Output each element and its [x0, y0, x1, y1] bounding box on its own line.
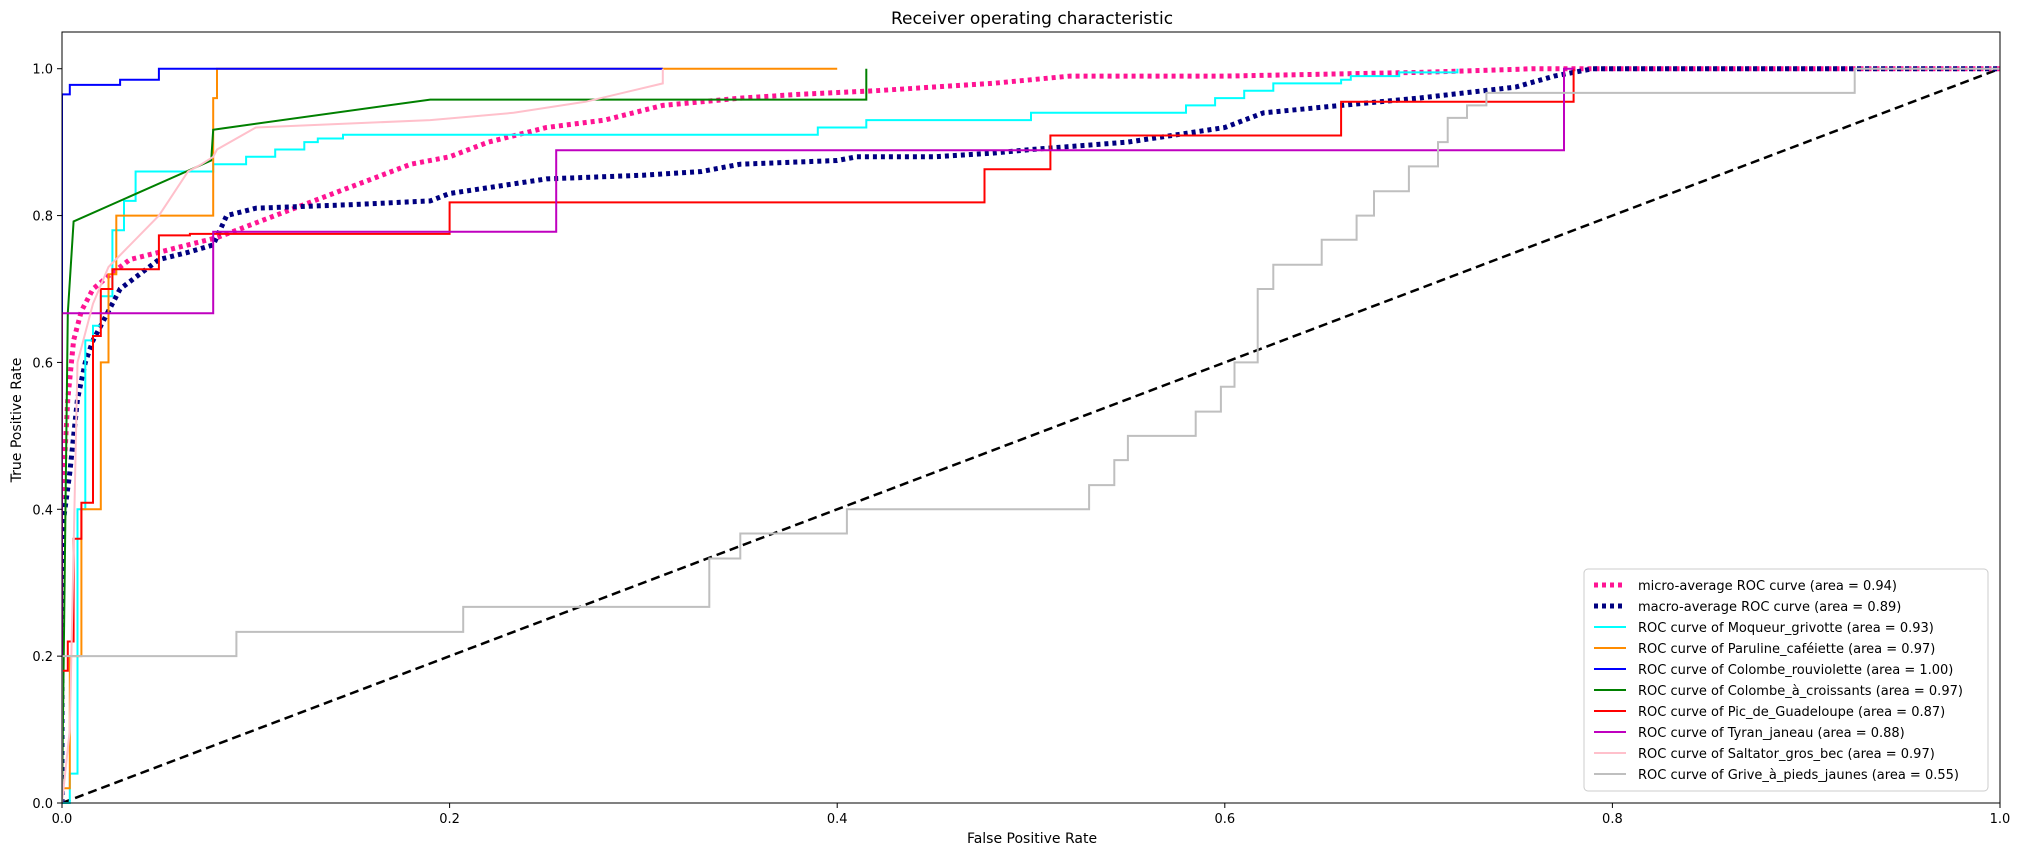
legend-box	[1583, 568, 1989, 792]
chart-title: Receiver operating characteristic	[891, 9, 1173, 29]
x-tick-label: 0.4	[827, 812, 848, 827]
series-line-1	[62, 66, 2000, 803]
x-axis-ticks: 0.0 0.2 0.4 0.6 0.8 1.0	[52, 803, 2011, 827]
legend: micro-average ROC curve (area = 0.94) mac…	[1583, 568, 1989, 792]
series-line-9	[62, 67, 2000, 803]
series-line-0	[62, 66, 2000, 803]
legend-label-0: micro-average ROC curve (area = 0.94)	[1638, 579, 1897, 594]
series-line-3	[62, 67, 838, 803]
x-tick-label: 0.8	[1602, 812, 1623, 827]
series-line-6	[62, 68, 1575, 803]
legend-label-5: ROC curve of Colombe_à_croissants (area …	[1638, 684, 1963, 699]
y-axis-label: True Positive Rate	[9, 358, 25, 484]
series-line-8	[62, 68, 664, 804]
legend-label-2: ROC curve of Moqueur_grivotte (area = 0.…	[1638, 621, 1934, 636]
y-tick-label: 0.6	[32, 356, 53, 371]
legend-label-3: ROC curve of Paruline_caféiette (area = …	[1638, 642, 1935, 657]
y-tick-label: 0.4	[32, 503, 53, 518]
y-tick-label: 0.8	[32, 210, 53, 225]
x-tick-label: 1.0	[1990, 812, 2011, 827]
series-line-4	[62, 67, 663, 803]
legend-label-7: ROC curve of Tyran_janeau (area = 0.88)	[1638, 726, 1905, 741]
x-tick-label: 0.0	[52, 812, 73, 827]
x-tick-label: 0.6	[1214, 812, 1235, 827]
y-tick-label: 0.0	[32, 797, 53, 812]
y-tick-label: 1.0	[32, 63, 53, 78]
legend-label-6: ROC curve of Pic_de_Guadeloupe (area = 0…	[1638, 705, 1945, 720]
plot-frame	[61, 31, 2001, 804]
y-tick-label: 0.2	[32, 650, 53, 665]
x-tick-label: 0.2	[439, 812, 460, 827]
chance-reference-line	[62, 67, 2000, 805]
legend-label-1: macro-average ROC curve (area = 0.89)	[1638, 600, 1901, 615]
series-line-7	[62, 67, 1574, 803]
legend-label-8: ROC curve of Saltator_gros_bec (area = 0…	[1638, 747, 1935, 762]
series-line-2	[62, 68, 1459, 804]
legend-label-9: ROC curve of Grive_à_pieds_jaunes (area …	[1638, 768, 1959, 783]
plot-area	[61, 31, 2001, 805]
legend-label-4: ROC curve of Colombe_rouviolette (area =…	[1638, 663, 1953, 678]
curves	[62, 66, 2000, 805]
series-line-5	[62, 68, 868, 804]
x-axis-label: False Positive Rate	[967, 831, 1097, 847]
y-axis-ticks: 0.0 0.2 0.4 0.6 0.8 1.0	[32, 63, 62, 812]
